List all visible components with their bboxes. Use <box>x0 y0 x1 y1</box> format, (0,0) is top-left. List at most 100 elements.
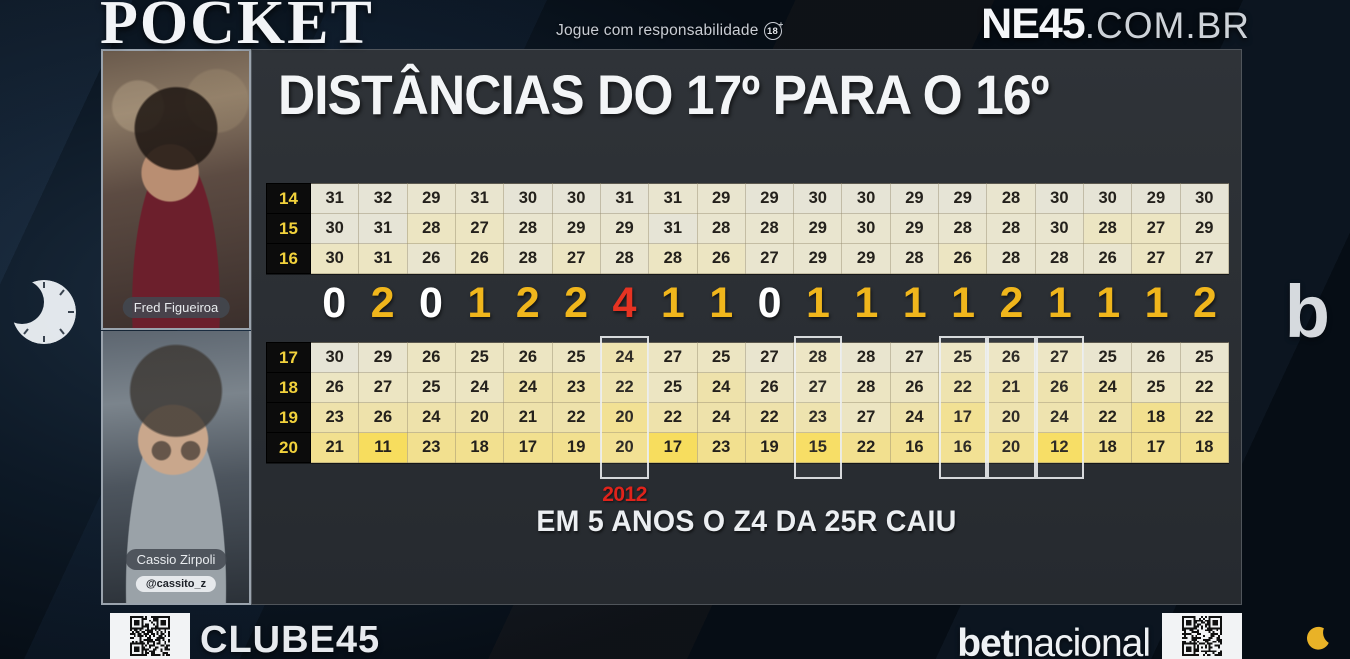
qr-code-clube45[interactable] <box>110 613 190 659</box>
cell-r20-c12: 22 <box>841 432 891 463</box>
cell-r14-c19: 30 <box>1179 183 1230 214</box>
cell-r17-c9: 25 <box>696 342 746 373</box>
pocket-show-logo: POCKET <box>100 0 374 57</box>
cell-r14-c4: 31 <box>454 183 505 214</box>
cell-r19-c13: 24 <box>889 402 940 433</box>
diff-value-18: 1 <box>1144 279 1169 327</box>
cell-r15-c19: 29 <box>1179 213 1230 244</box>
row-header-16: 16 <box>266 243 311 274</box>
cell-r20-c16: 12 <box>1034 432 1085 463</box>
cell-r14-c14: 29 <box>938 183 988 214</box>
cell-r19-c12: 27 <box>841 402 891 433</box>
responsible-gaming-text: Jogue com responsabilidade <box>556 22 759 39</box>
cell-r17-c8: 27 <box>648 342 698 373</box>
cell-r14-c8: 31 <box>648 183 698 214</box>
cell-r16-c19: 27 <box>1179 243 1230 274</box>
cell-r17-c12: 28 <box>841 342 891 373</box>
moon-clock-icon <box>12 280 76 344</box>
cell-r17-c19: 25 <box>1179 342 1230 373</box>
age-rating-18-icon: 18 <box>763 20 784 40</box>
diff-value-8: 1 <box>660 279 685 327</box>
cell-r20-c5: 17 <box>503 432 553 463</box>
cell-r16-c17: 26 <box>1082 243 1133 274</box>
cell-r15-c14: 28 <box>938 213 988 244</box>
cell-r15-c1: 30 <box>309 213 360 244</box>
crescent-moon-icon <box>1307 626 1329 650</box>
presentation-slide: DISTÂNCIAS DO 17º PARA O 16º 14 31 32 29 31 3… <box>251 49 1242 605</box>
table-row: 19 23 26 24 20 21 22 20 22 24 22 23 27 24 17 20 24 22 18 22 <box>266 402 1230 433</box>
cell-r17-c13: 27 <box>889 342 940 373</box>
cell-r20-c15: 20 <box>986 432 1036 463</box>
cell-r19-c19: 22 <box>1179 402 1230 433</box>
decorative-b-logo: b <box>1284 270 1330 353</box>
cell-r18-c16: 26 <box>1034 372 1085 403</box>
row-header-17: 17 <box>266 342 311 373</box>
cell-r16-c4: 26 <box>454 243 505 274</box>
cell-r14-c18: 29 <box>1131 183 1181 214</box>
diff-value-7: 4 <box>612 279 637 327</box>
cell-r17-c2: 29 <box>358 342 408 373</box>
cell-r16-c14: 26 <box>938 243 988 274</box>
cell-r19-c14: 17 <box>938 402 988 433</box>
cell-r20-c10: 19 <box>744 432 795 463</box>
cell-r19-c16: 24 <box>1034 402 1085 433</box>
cell-r16-c1: 30 <box>309 243 360 274</box>
cell-r17-c5: 26 <box>503 342 553 373</box>
cell-r15-c13: 29 <box>889 213 940 244</box>
table-row: 14 31 32 29 31 30 30 31 31 29 29 30 30 29 29 28 30 30 29 30 <box>266 183 1230 214</box>
cell-r19-c6: 22 <box>551 402 601 433</box>
cell-r20-c1: 21 <box>309 432 360 463</box>
cell-r14-c11: 30 <box>793 183 843 214</box>
cell-r20-c19: 18 <box>1179 432 1230 463</box>
cell-r19-c7: 20 <box>599 402 650 433</box>
responsible-gaming-notice: Jogue com responsabilidade 18 <box>556 20 784 40</box>
webcam-tile-host-2[interactable]: Cassio Zirpoli @cassito_z <box>101 331 251 605</box>
ne45-site-logo: NE45 .COM.BR <box>981 0 1250 49</box>
webcam-handle-label-2: @cassito_z <box>135 576 217 592</box>
diff-value-3: 0 <box>418 279 443 327</box>
cell-r18-c1: 26 <box>309 372 360 403</box>
webcam-tile-host-1[interactable]: Fred Figueiroa <box>101 49 251 330</box>
cell-r16-c18: 27 <box>1131 243 1181 274</box>
distance-table-top: 14 31 32 29 31 30 30 31 31 29 29 30 30 29 29 28 30 30 29 30… <box>266 183 1230 274</box>
cell-r17-c17: 25 <box>1082 342 1133 373</box>
cell-r14-c6: 30 <box>551 183 601 214</box>
cell-r18-c18: 25 <box>1131 372 1181 403</box>
cell-r19-c11: 23 <box>793 402 843 433</box>
row-header-15: 15 <box>266 213 311 244</box>
cell-r18-c6: 23 <box>551 372 601 403</box>
cell-r17-c11: 28 <box>793 342 843 373</box>
row-header-14: 14 <box>266 183 311 214</box>
cell-r20-c4: 18 <box>454 432 505 463</box>
year-annotation: 2012 <box>602 483 647 506</box>
cell-r18-c7: 22 <box>599 372 650 403</box>
cell-r15-c18: 27 <box>1131 213 1181 244</box>
slide-title: DISTÂNCIAS DO 17º PARA O 16º <box>278 63 1049 126</box>
cell-r18-c14: 22 <box>938 372 988 403</box>
cell-r19-c10: 22 <box>744 402 795 433</box>
cell-r17-c6: 25 <box>551 342 601 373</box>
diff-value-4: 1 <box>467 279 492 327</box>
ne45-tld-text: .COM.BR <box>1084 5 1250 46</box>
cell-r14-c7: 31 <box>599 183 650 214</box>
cell-r19-c17: 22 <box>1082 402 1133 433</box>
cell-r16-c13: 28 <box>889 243 940 274</box>
diff-value-15: 2 <box>999 279 1024 327</box>
ne45-brand-text: NE45 <box>981 0 1086 48</box>
webcam-video-1 <box>103 51 249 328</box>
cell-r19-c15: 20 <box>986 402 1036 433</box>
cell-r15-c5: 28 <box>503 213 553 244</box>
cell-r15-c7: 29 <box>599 213 650 244</box>
cell-r14-c13: 29 <box>889 183 940 214</box>
cell-r17-c16: 27 <box>1034 342 1085 373</box>
betnacional-bold-text: bet <box>957 622 1013 659</box>
cell-r16-c11: 29 <box>793 243 843 274</box>
cell-r17-c7: 24 <box>599 342 650 373</box>
cell-r15-c10: 28 <box>744 213 795 244</box>
qr-code-betnacional[interactable] <box>1162 613 1242 659</box>
cell-r14-c10: 29 <box>744 183 795 214</box>
cell-r15-c11: 29 <box>793 213 843 244</box>
cell-r19-c18: 18 <box>1131 402 1181 433</box>
cell-r15-c8: 31 <box>648 213 698 244</box>
cell-r18-c2: 27 <box>358 372 408 403</box>
